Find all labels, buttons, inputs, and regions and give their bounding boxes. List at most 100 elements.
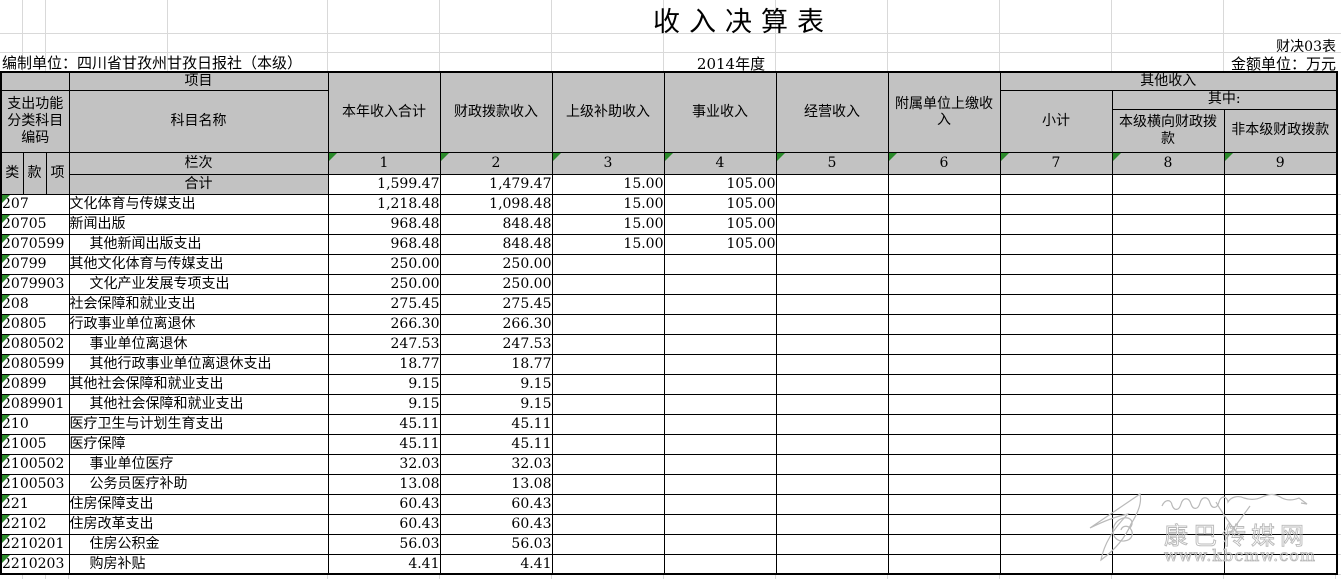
subject-name-cell: 事业单位离退休 [68, 333, 329, 355]
table-row: 21005 医疗保障 45.11 45.11 [0, 433, 1338, 455]
value-cell [1111, 513, 1225, 535]
value-cell [1223, 513, 1338, 535]
col-header-superior-subsidy: 上级补助收入 [551, 71, 665, 153]
value-cell: 45.11 [327, 413, 441, 435]
value-cell [1223, 433, 1338, 455]
subject-name-cell: 社会保障和就业支出 [68, 293, 329, 315]
value-cell [1111, 393, 1225, 415]
value-cell: 18.77 [327, 353, 441, 375]
value-cell [663, 373, 777, 395]
value-cell: 266.30 [327, 313, 441, 335]
table-row: 20705 新闻出版 968.48 848.48 15.00 105.00 [0, 213, 1338, 235]
value-cell [551, 493, 665, 515]
subject-name-cell: 购房补贴 [68, 553, 329, 575]
subject-name-cell: 文化体育与传媒支出 [68, 193, 329, 215]
value-cell [551, 393, 665, 415]
value-cell [663, 413, 777, 435]
function-code-cell: 208 [0, 293, 70, 315]
value-cell [1223, 393, 1338, 415]
column-number: 1 [327, 151, 441, 175]
column-number: 9 [1223, 151, 1338, 175]
function-code-cell: 21005 [0, 433, 70, 455]
value-cell [887, 493, 1001, 515]
grand-total-value [999, 173, 1113, 195]
grand-total-value [775, 173, 889, 195]
income-statement-table: 项目 本年收入合计 财政拨款收入 上级补助收入 事业收入 经营收入 附属单位上缴… [0, 71, 1339, 576]
table-row: 2070599 其他新闻出版支出 968.48 848.48 15.00 105.00 [0, 233, 1338, 255]
value-cell [1111, 433, 1225, 455]
table-row: 20805 行政事业单位离退休 266.30 266.30 [0, 313, 1338, 335]
grand-total-row: 合计 1,599.47 1,479.47 15.00 105.00 [1, 173, 1338, 195]
value-cell: 32.03 [439, 453, 553, 475]
subject-name-cell: 医疗卫生与计划生育支出 [68, 413, 329, 435]
value-cell [1111, 533, 1225, 555]
function-code-cell: 207 [0, 193, 70, 215]
col-header-subtotal: 小计 [999, 89, 1113, 153]
column-number: 3 [551, 151, 665, 175]
value-cell [999, 253, 1113, 275]
value-cell [1111, 373, 1225, 395]
table-row: 221 住房保障支出 60.43 60.43 [0, 493, 1338, 515]
value-cell [1111, 193, 1225, 215]
value-cell [1223, 353, 1338, 375]
subject-name-cell: 住房改革支出 [68, 513, 329, 535]
value-cell [551, 313, 665, 335]
value-cell [775, 433, 889, 455]
value-cell [551, 373, 665, 395]
subject-name-cell: 其他新闻出版支出 [68, 233, 329, 255]
value-cell [775, 253, 889, 275]
column-number: 6 [887, 151, 1001, 175]
value-cell [999, 493, 1113, 515]
value-cell: 13.08 [327, 473, 441, 495]
value-cell [551, 473, 665, 495]
value-cell: 1,218.48 [327, 193, 441, 215]
col-header-total-income: 本年收入合计 [327, 71, 441, 153]
value-cell [775, 373, 889, 395]
value-cell: 60.43 [439, 513, 553, 535]
grand-total-value [1111, 173, 1225, 195]
subject-name-cell: 住房保障支出 [68, 493, 329, 515]
value-cell [887, 373, 1001, 395]
value-cell [663, 333, 777, 355]
table-row: 2100502 事业单位医疗 32.03 32.03 [0, 453, 1338, 475]
col-header-operating-income: 事业收入 [663, 71, 777, 153]
value-cell [999, 553, 1113, 575]
grand-total-value [887, 173, 1001, 195]
value-cell [887, 433, 1001, 455]
subject-name-cell: 新闻出版 [68, 213, 329, 235]
value-cell: 247.53 [327, 333, 441, 355]
project-header: 项目 [68, 71, 329, 91]
value-cell: 275.45 [327, 293, 441, 315]
fiscal-year-label: 2014年度 [696, 55, 766, 73]
value-cell [1223, 533, 1338, 555]
value-cell: 4.41 [327, 553, 441, 575]
subject-name-cell: 医疗保障 [68, 433, 329, 455]
value-cell [775, 453, 889, 475]
value-cell [1223, 553, 1338, 575]
value-cell [1223, 373, 1338, 395]
value-cell [1223, 313, 1338, 335]
table-row: 2079903 文化产业发展专项支出 250.00 250.00 [0, 273, 1338, 295]
value-cell [663, 513, 777, 535]
value-cell: 250.00 [439, 273, 553, 295]
grand-total-value: 1,599.47 [327, 173, 441, 195]
value-cell [1223, 413, 1338, 435]
value-cell [551, 253, 665, 275]
function-code-cell: 20805 [0, 313, 70, 335]
table-row: 207 文化体育与传媒支出 1,218.48 1,098.48 15.00 105.00 [0, 193, 1338, 215]
column-number: 2 [439, 151, 553, 175]
value-cell [551, 433, 665, 455]
value-cell [663, 253, 777, 275]
value-cell [887, 513, 1001, 535]
value-cell: 968.48 [327, 213, 441, 235]
value-cell [775, 533, 889, 555]
subject-name-cell: 住房公积金 [68, 533, 329, 555]
value-cell [887, 213, 1001, 235]
value-cell [999, 473, 1113, 495]
value-cell [775, 233, 889, 255]
grand-total-label: 合计 [68, 173, 329, 195]
value-cell [551, 533, 665, 555]
class-header: 类 [0, 151, 24, 195]
subject-name-cell: 其他社会保障和就业支出 [68, 373, 329, 395]
value-cell [663, 533, 777, 555]
